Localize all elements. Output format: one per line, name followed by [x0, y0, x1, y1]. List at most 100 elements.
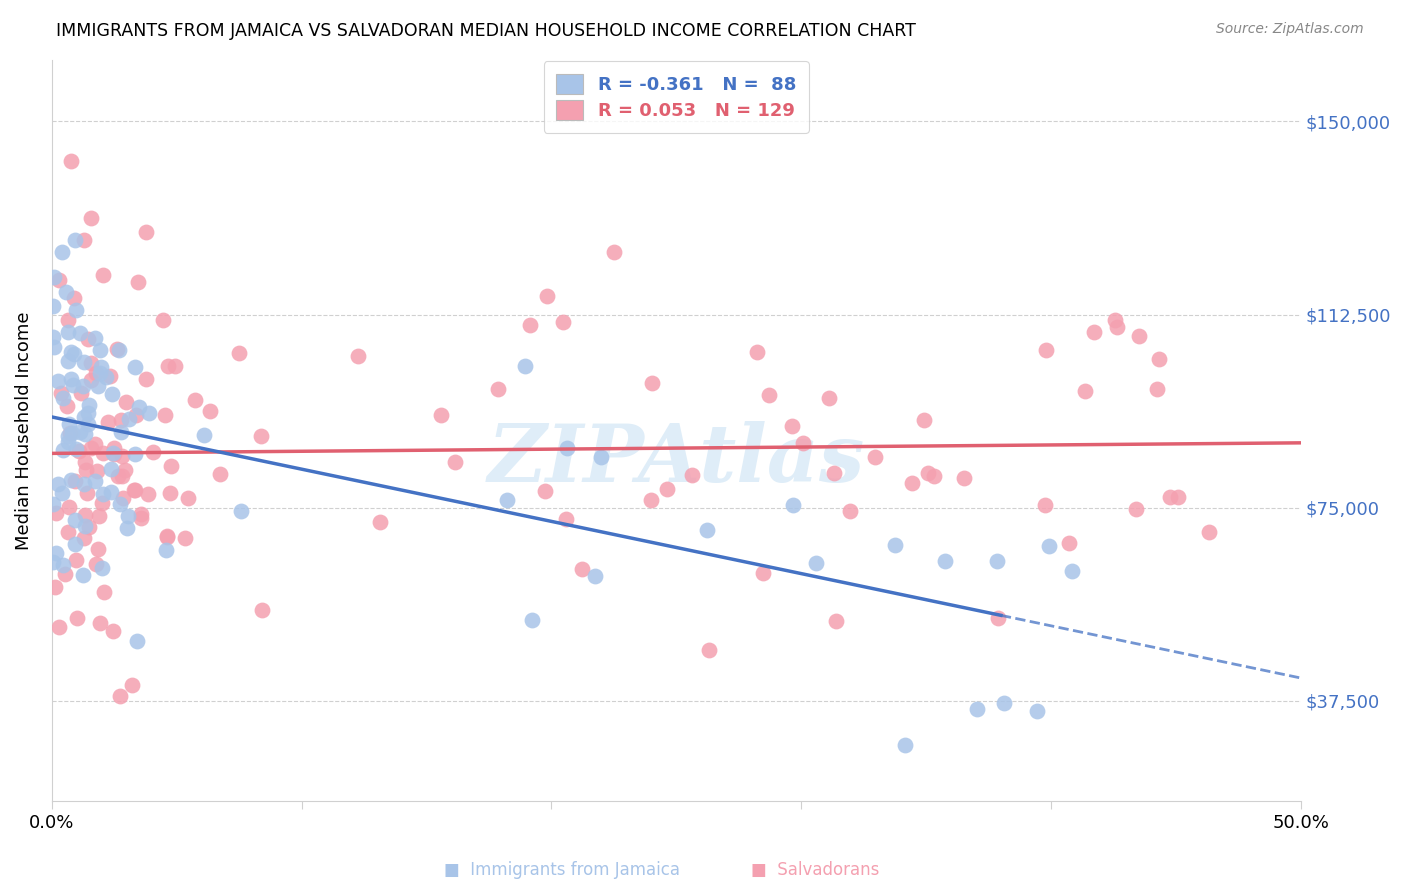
Point: [1147, 351, 1170, 366]
Point: [100, 485, 122, 500]
Point: [62, 378, 84, 392]
Text: Source: ZipAtlas.com: Source: ZipAtlas.com: [1216, 22, 1364, 37]
Point: [59, 474, 82, 488]
Point: [986, 554, 1008, 568]
Point: [91, 446, 114, 460]
Point: [69, 326, 91, 341]
Point: [59, 154, 82, 169]
Point: [100, 462, 122, 476]
Point: [513, 359, 536, 373]
Point: [73, 477, 96, 491]
Point: [84, 366, 107, 380]
Point: [1033, 498, 1056, 512]
Point: [917, 466, 939, 480]
Point: [84, 557, 107, 571]
Point: [89, 366, 111, 380]
Point: [640, 493, 662, 508]
Point: [59, 372, 82, 386]
Point: [156, 530, 179, 544]
Point: [1062, 564, 1084, 578]
Point: [368, 515, 391, 529]
Point: [45, 507, 67, 521]
Point: [129, 508, 152, 522]
Point: [444, 455, 467, 469]
Point: [80, 211, 103, 225]
Point: [135, 225, 157, 239]
Point: [51, 245, 73, 260]
Point: [63, 512, 86, 526]
Point: [153, 409, 176, 423]
Point: [152, 313, 174, 327]
Point: [75, 455, 97, 469]
Point: [118, 412, 141, 426]
Point: [56, 524, 79, 539]
Point: [58, 417, 80, 431]
Point: [156, 529, 179, 543]
Point: [1035, 343, 1057, 358]
Point: [894, 739, 917, 753]
Point: [163, 359, 186, 373]
Point: [44, 580, 66, 594]
Point: [1074, 384, 1097, 398]
Point: [136, 487, 159, 501]
Point: [1038, 539, 1060, 553]
Point: [65, 553, 87, 567]
Point: [103, 441, 125, 455]
Point: [91, 487, 114, 501]
Point: [696, 523, 718, 537]
Point: [250, 603, 273, 617]
Point: [993, 696, 1015, 710]
Point: [111, 469, 134, 483]
Point: [80, 355, 103, 369]
Point: [804, 556, 827, 570]
Point: [90, 496, 112, 510]
Point: [1104, 312, 1126, 326]
Point: [72, 567, 94, 582]
Point: [987, 611, 1010, 625]
Point: [46, 374, 69, 388]
Point: [589, 450, 612, 464]
Point: [46, 477, 69, 491]
Point: [65, 442, 87, 457]
Point: [782, 498, 804, 512]
Point: [108, 497, 131, 511]
Point: [76, 486, 98, 500]
Point: [93, 585, 115, 599]
Point: [1059, 536, 1081, 550]
Point: [58, 354, 80, 368]
Point: [73, 409, 96, 424]
Point: [80, 442, 103, 456]
Point: [1146, 382, 1168, 396]
Point: [825, 614, 848, 628]
Point: [69, 425, 91, 439]
Point: [747, 345, 769, 359]
Point: [603, 244, 626, 259]
Point: [83, 331, 105, 345]
Point: [758, 388, 780, 402]
Point: [156, 359, 179, 373]
Point: [72, 233, 94, 247]
Point: [77, 398, 100, 412]
Point: [134, 372, 156, 386]
Point: [103, 445, 125, 459]
Point: [697, 643, 720, 657]
Legend: R = -0.361   N =  88, R = 0.053   N = 129: R = -0.361 N = 88, R = 0.053 N = 129: [544, 62, 808, 133]
Point: [184, 392, 207, 407]
Point: [42, 497, 65, 511]
Point: [73, 508, 96, 522]
Point: [111, 449, 134, 463]
Point: [138, 406, 160, 420]
Point: [107, 468, 129, 483]
Point: [77, 406, 100, 420]
Point: [1128, 329, 1150, 343]
Point: [53, 567, 76, 582]
Point: [155, 542, 177, 557]
Y-axis label: Median Household Income: Median Household Income: [15, 311, 32, 549]
Point: [90, 560, 112, 574]
Point: [56, 429, 79, 443]
Point: [555, 442, 578, 456]
Point: [114, 463, 136, 477]
Point: [52, 443, 75, 458]
Point: [73, 518, 96, 533]
Point: [73, 531, 96, 545]
